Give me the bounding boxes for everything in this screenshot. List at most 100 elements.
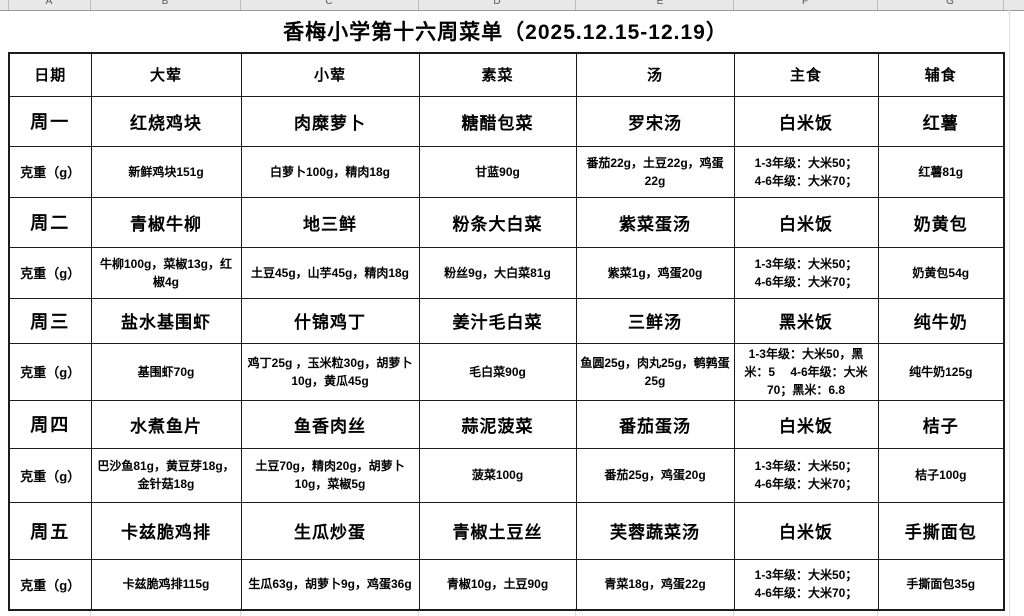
column-header-g[interactable]: G <box>946 0 954 7</box>
day-row-wednesday: 周三 盐水基围虾 什锦鸡丁 姜汁毛白菜 三鲜汤 黑米饭 纯牛奶 <box>8 297 1005 344</box>
day-row-friday: 周五 卡兹脆鸡排 生瓜炒蛋 青椒土豆丝 芙蓉蔬菜汤 白米饭 手撕面包 <box>8 501 1005 560</box>
weight-row-tuesday: 克重（g） 牛柳100g，菜椒13g，红椒4g 土豆45g，山芋45g，精肉18… <box>8 246 1005 299</box>
weight-cell[interactable]: 紫菜1g，鸡蛋20g <box>575 246 735 299</box>
header-cell-small-dish[interactable]: 小荤 <box>240 52 420 97</box>
weight-label-cell[interactable]: 克重（g） <box>8 342 92 401</box>
weight-row-wednesday: 克重（g） 基围虾70g 鸡丁25g ，玉米粒30g，胡萝卜10g，黄瓜45g … <box>8 342 1005 401</box>
weight-cell[interactable]: 番茄22g，土豆22g，鸡蛋22g <box>575 145 735 198</box>
weight-cell[interactable]: 1-3年级：大米50，黑米：5 4-6年级：大米70；黑米：6.8 <box>733 342 879 401</box>
weight-cell[interactable]: 卡兹脆鸡排115g <box>90 558 242 611</box>
dish-cell[interactable]: 白米饭 <box>733 501 879 560</box>
weight-cell[interactable]: 青椒10g，土豆90g <box>418 558 577 611</box>
dish-cell[interactable]: 芙蓉蔬菜汤 <box>575 501 735 560</box>
dish-cell[interactable]: 青椒土豆丝 <box>418 501 577 560</box>
weight-cell[interactable]: 手撕面包35g <box>877 558 1005 611</box>
sheet-gridline <box>877 608 878 616</box>
column-header-b[interactable]: B <box>161 0 169 7</box>
dish-cell[interactable]: 黑米饭 <box>733 297 879 344</box>
dish-cell[interactable]: 番茄蛋汤 <box>575 399 735 449</box>
dish-cell[interactable]: 青椒牛柳 <box>90 196 242 248</box>
dish-cell[interactable]: 姜汁毛白菜 <box>418 297 577 344</box>
dish-cell[interactable]: 粉条大白菜 <box>418 196 577 248</box>
weight-cell[interactable]: 红薯81g <box>877 145 1005 198</box>
weight-cell[interactable]: 粉丝9g，大白菜81g <box>418 246 577 299</box>
dish-cell[interactable]: 生瓜炒蛋 <box>240 501 420 560</box>
weight-cell[interactable]: 基围虾70g <box>90 342 242 401</box>
sheet-title: 香梅小学第十六周菜单（2025.12.15-12.19） <box>283 21 728 44</box>
column-header-f[interactable]: F <box>801 0 809 7</box>
column-header-c[interactable]: C <box>325 0 333 7</box>
day-cell[interactable]: 周一 <box>8 95 92 147</box>
dish-cell[interactable]: 红薯 <box>877 95 1005 147</box>
header-cell-main-dish[interactable]: 大荤 <box>90 52 242 97</box>
dish-cell[interactable]: 红烧鸡块 <box>90 95 242 147</box>
dish-cell[interactable]: 纯牛奶 <box>877 297 1005 344</box>
sheet-gridline <box>575 608 576 616</box>
sheet-gridline <box>90 608 91 616</box>
weight-cell[interactable]: 鱼圆25g，肉丸25g，鹌鹑蛋25g <box>575 342 735 401</box>
column-separator <box>733 0 734 10</box>
weight-cell[interactable]: 生瓜63g，胡萝卜9g，鸡蛋36g <box>240 558 420 611</box>
dish-cell[interactable]: 水煮鱼片 <box>90 399 242 449</box>
weight-cell[interactable]: 新鲜鸡块151g <box>90 145 242 198</box>
day-cell[interactable]: 周二 <box>8 196 92 248</box>
header-cell-vegetable[interactable]: 素菜 <box>418 52 577 97</box>
dish-cell[interactable]: 手撕面包 <box>877 501 1005 560</box>
dish-cell[interactable]: 鱼香肉丝 <box>240 399 420 449</box>
dish-cell[interactable]: 蒜泥菠菜 <box>418 399 577 449</box>
dish-cell[interactable]: 罗宋汤 <box>575 95 735 147</box>
weight-cell[interactable]: 1-3年级：大米50； 4-6年级：大米70； <box>733 558 879 611</box>
column-separator <box>1003 0 1004 10</box>
dish-cell[interactable]: 白米饭 <box>733 196 879 248</box>
weight-cell[interactable]: 鸡丁25g ，玉米粒30g，胡萝卜10g，黄瓜45g <box>240 342 420 401</box>
weight-cell[interactable]: 1-3年级：大米50； 4-6年级：大米70； <box>733 145 879 198</box>
sheet-gridline <box>240 608 241 616</box>
weight-cell[interactable]: 番茄25g，鸡蛋20g <box>575 447 735 503</box>
weight-label-cell[interactable]: 克重（g） <box>8 558 92 611</box>
header-cell-date[interactable]: 日期 <box>8 52 92 97</box>
weight-cell[interactable]: 奶黄包54g <box>877 246 1005 299</box>
header-cell-side[interactable]: 辅食 <box>877 52 1005 97</box>
column-header-e[interactable]: E <box>656 0 664 7</box>
dish-cell[interactable]: 肉糜萝卜 <box>240 95 420 147</box>
weight-label-cell[interactable]: 克重（g） <box>8 447 92 503</box>
day-cell[interactable]: 周四 <box>8 399 92 449</box>
dish-cell[interactable]: 什锦鸡丁 <box>240 297 420 344</box>
weight-cell[interactable]: 牛柳100g，菜椒13g，红椒4g <box>90 246 242 299</box>
header-cell-staple[interactable]: 主食 <box>733 52 879 97</box>
dish-cell[interactable]: 白米饭 <box>733 399 879 449</box>
sheet-gridline <box>418 608 419 616</box>
dish-cell[interactable]: 白米饭 <box>733 95 879 147</box>
weight-cell[interactable]: 纯牛奶125g <box>877 342 1005 401</box>
header-cell-soup[interactable]: 汤 <box>575 52 735 97</box>
weight-cell[interactable]: 1-3年级：大米50； 4-6年级：大米70； <box>733 246 879 299</box>
weight-cell[interactable]: 甘蓝90g <box>418 145 577 198</box>
weight-cell[interactable]: 白萝卜100g，精肉18g <box>240 145 420 198</box>
weight-label-cell[interactable]: 克重（g） <box>8 246 92 299</box>
sheet-gridline <box>733 608 734 616</box>
dish-cell[interactable]: 糖醋包菜 <box>418 95 577 147</box>
weight-cell[interactable]: 桔子100g <box>877 447 1005 503</box>
dish-cell[interactable]: 卡兹脆鸡排 <box>90 501 242 560</box>
weight-cell[interactable]: 毛白菜90g <box>418 342 577 401</box>
column-separator <box>877 0 878 10</box>
weight-cell[interactable]: 土豆70g，精肉20g，胡萝卜10g，菜椒5g <box>240 447 420 503</box>
column-header-d[interactable]: D <box>493 0 501 7</box>
weight-cell[interactable]: 巴沙鱼81g，黄豆芽18g，金针菇18g <box>90 447 242 503</box>
weight-cell[interactable]: 1-3年级：大米50； 4-6年级：大米70； <box>733 447 879 503</box>
weight-label-cell[interactable]: 克重（g） <box>8 145 92 198</box>
weight-cell[interactable]: 土豆45g，山芋45g，精肉18g <box>240 246 420 299</box>
dish-cell[interactable]: 地三鲜 <box>240 196 420 248</box>
dish-cell[interactable]: 桔子 <box>877 399 1005 449</box>
dish-cell[interactable]: 盐水基围虾 <box>90 297 242 344</box>
column-header-a[interactable]: A <box>45 0 53 7</box>
dish-cell[interactable]: 奶黄包 <box>877 196 1005 248</box>
weight-cell[interactable]: 青菜18g，鸡蛋22g <box>575 558 735 611</box>
dish-cell[interactable]: 三鲜汤 <box>575 297 735 344</box>
column-letter-strip: A B C D E F G <box>0 0 1024 11</box>
day-row-monday: 周一 红烧鸡块 肉糜萝卜 糖醋包菜 罗宋汤 白米饭 红薯 <box>8 95 1005 147</box>
day-cell[interactable]: 周五 <box>8 501 92 560</box>
dish-cell[interactable]: 紫菜蛋汤 <box>575 196 735 248</box>
day-cell[interactable]: 周三 <box>8 297 92 344</box>
weight-cell[interactable]: 菠菜100g <box>418 447 577 503</box>
